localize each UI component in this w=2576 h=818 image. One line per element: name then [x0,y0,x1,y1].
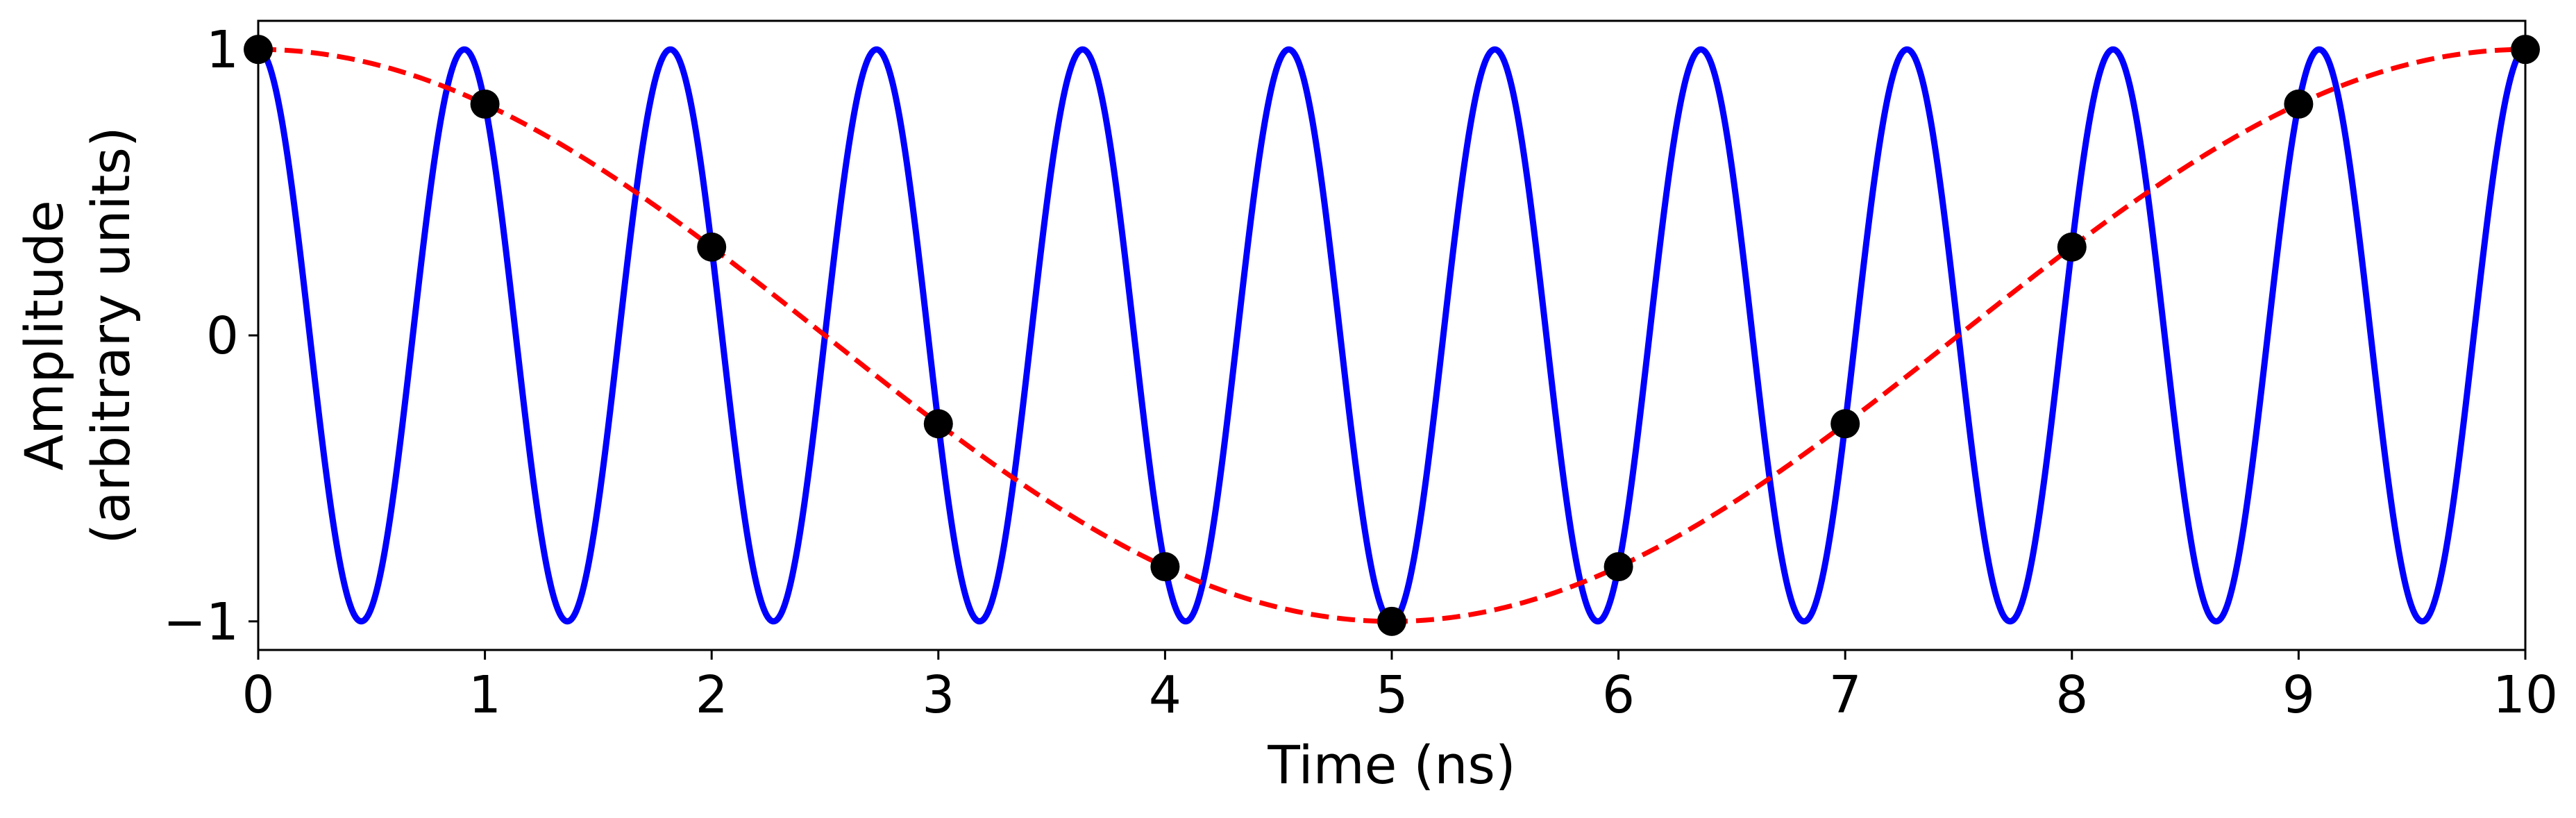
sample-point-2 [697,232,727,262]
series-solid-blue-line [255,46,2528,625]
sample-point-9 [2284,89,2314,119]
y-axis-label-line-2: (arbitrary units) [80,126,142,544]
y-tick-label-1: 0 [206,306,239,366]
x-tick-label-10: 10 [2493,665,2558,725]
y-axis-label-line-1: Amplitude [13,200,75,470]
x-tick-label-0: 0 [242,665,274,725]
x-tick-label-8: 8 [2055,665,2088,725]
series-dashed-red-line [258,47,2526,624]
x-tick-label-2: 2 [696,665,728,725]
sample-point-6 [1603,552,1633,582]
plot-layer [244,35,2540,636]
x-tick-label-5: 5 [1375,665,1408,725]
x-axis-label: Time (ns) [1267,734,1515,796]
x-tick-label-3: 3 [922,665,954,725]
x-tick-label-7: 7 [1829,665,1862,725]
axis-layer: 0 1 2 3 4 5 6 7 8 9 10−101 [163,20,2558,725]
plot-frame [257,19,2527,651]
sample-point-5 [1377,606,1406,636]
sample-point-7 [1830,409,1860,439]
x-tick-label-1: 1 [469,665,501,725]
sample-point-1 [470,89,500,119]
sample-point-4 [1150,552,1180,582]
sample-point-8 [2057,232,2087,262]
x-tick-label-9: 9 [2282,665,2315,725]
x-tick-label-6: 6 [1602,665,1635,725]
y-tick-label-0: −1 [163,592,239,652]
y-tick-label-2: 1 [206,20,239,80]
x-tick-label-4: 4 [1149,665,1181,725]
sample-point-3 [923,409,953,439]
